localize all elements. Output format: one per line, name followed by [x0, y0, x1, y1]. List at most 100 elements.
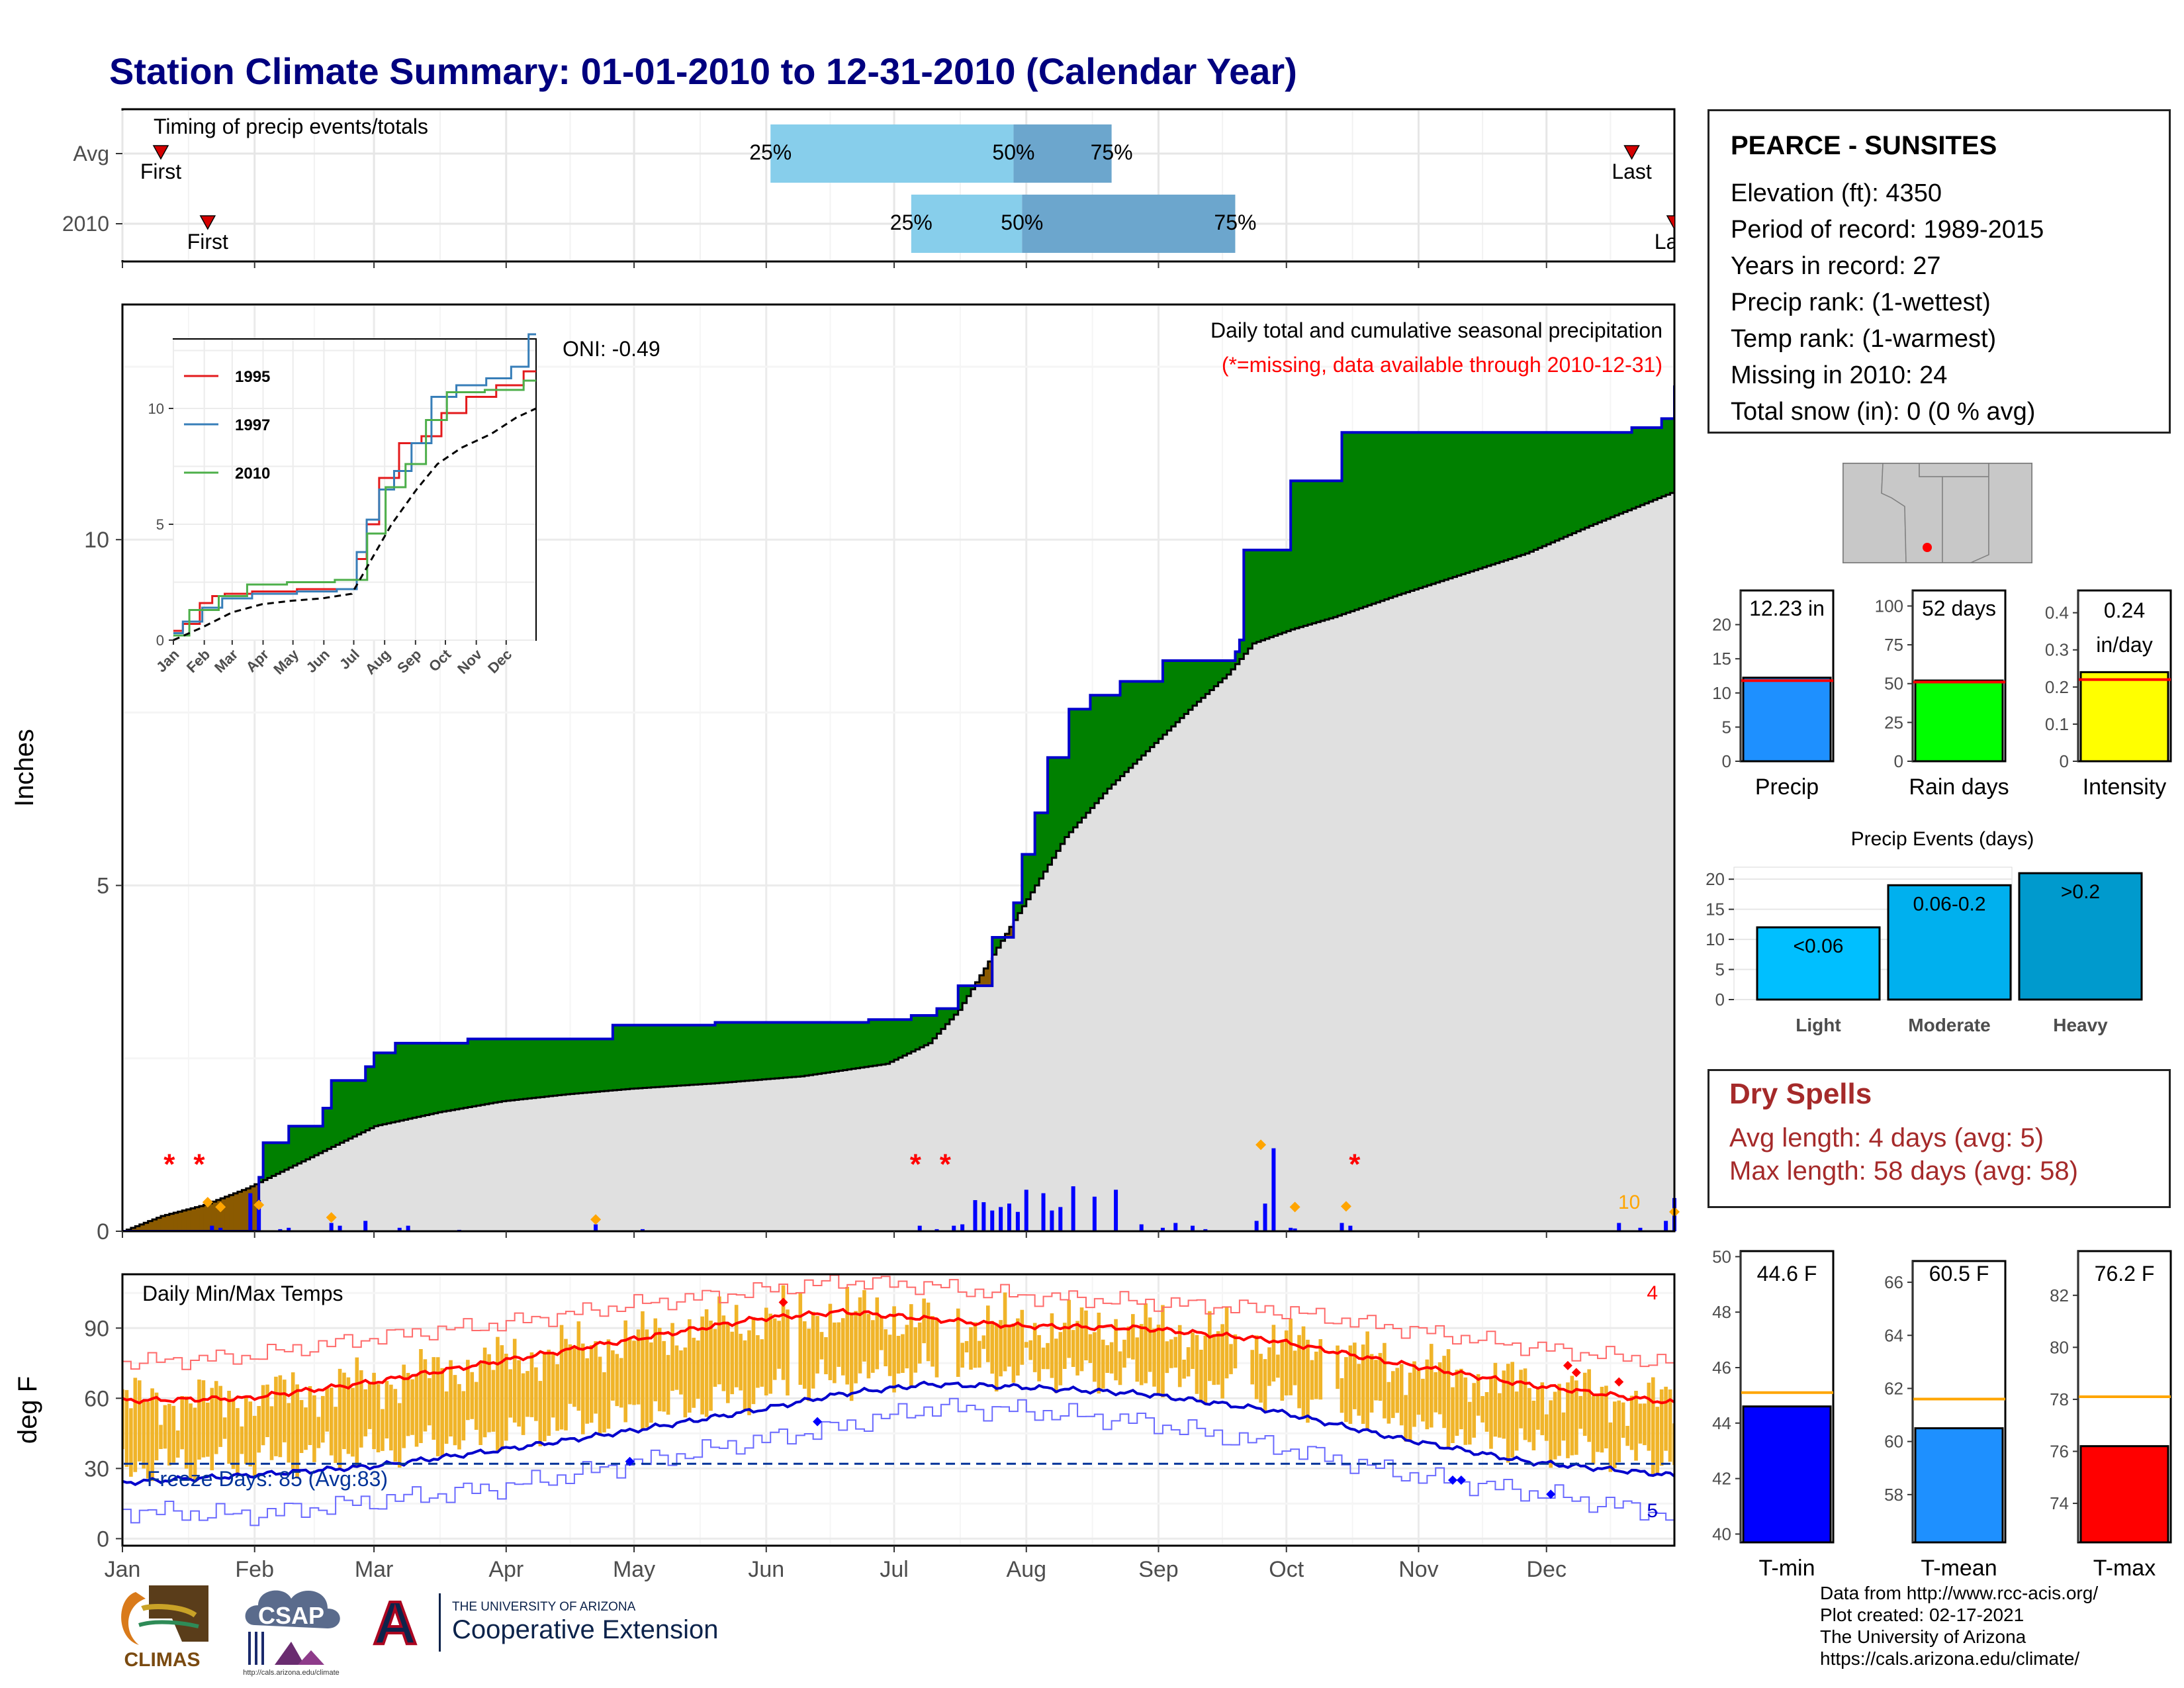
timing-row-label: 2010	[62, 212, 109, 236]
temp-y-label: deg F	[13, 1376, 42, 1444]
temp-chart-title: Daily Min/Max Temps	[142, 1282, 343, 1305]
precip-daily-bar	[594, 1224, 598, 1231]
precip-average-line	[122, 491, 1674, 1231]
precip-extreme-marker	[1255, 1139, 1267, 1150]
timing-x-ticks: Avg 2010	[62, 142, 1547, 268]
timing-content: 25% 50% 75% First Last 25% 50% 75% First Last	[140, 124, 1674, 254]
temp-y-tick-label: 30	[84, 1456, 109, 1481]
precip-events-title: Precip Events (days)	[1851, 828, 2034, 850]
temp-record-low-marker	[1448, 1476, 1457, 1485]
credit-url: https://cals.arizona.edu/climate/	[1820, 1648, 2080, 1669]
summary-bar-category-label: Intensity	[2083, 774, 2167, 800]
temp-panel: 0 30 60 90 Jan Feb Mar Apr May Jun Jul Aug Sep Oct No…	[13, 1273, 1676, 1582]
timing-p75-label: 75%	[1214, 211, 1256, 234]
precip-y-tick-label: 0	[97, 1219, 109, 1244]
inset-average-line	[173, 407, 537, 641]
summary-bar-category-label: T-min	[1759, 1556, 1815, 1581]
precip-daily-bar	[999, 1207, 1003, 1231]
temp-x-tick-label: Jan	[105, 1557, 141, 1582]
precip-missing-marker: *	[163, 1149, 175, 1181]
precip-daily-bar	[210, 1225, 214, 1231]
summary-bar-y-tick-label: 0	[1894, 751, 1903, 771]
precip-daily-bar	[1092, 1196, 1097, 1231]
timing-bar-lower-half	[911, 195, 1023, 253]
timing-grid	[121, 111, 1673, 260]
precip-y-label: Inches	[10, 729, 39, 807]
precip-daily-bar	[406, 1225, 410, 1231]
precip-daily-bar	[1348, 1225, 1353, 1231]
temp-y-axis: 0 30 60 90	[84, 1316, 122, 1552]
extreme-count-label: 10	[1618, 1192, 1640, 1213]
timing-last-marker	[1623, 145, 1640, 160]
temp-y-tick-label: 60	[84, 1386, 109, 1411]
precip-daily-bar	[1289, 1227, 1293, 1231]
credit-plot-date: Plot created: 02-17-2021	[1820, 1605, 2025, 1625]
precip-daily-bar	[257, 1199, 261, 1231]
summary-bar-y-tick-label: 44	[1712, 1413, 1731, 1433]
summary-bar-y-tick-label: 46	[1712, 1358, 1731, 1378]
precip-extreme-marker	[202, 1197, 213, 1208]
events-bar-value-label: 0.06-0.2	[1913, 893, 1985, 915]
summary-bar-y-tick-label: 50	[1712, 1246, 1731, 1266]
summary-bar-category-label: Precip	[1755, 774, 1819, 800]
precip-events-chart: Precip Events (days) 0 5 10 15 20 <0.06 Light 0…	[1706, 828, 2143, 1035]
precip-daily-bar	[1191, 1225, 1195, 1231]
precip-daily-bar	[1160, 1227, 1165, 1231]
map-arizona	[1942, 476, 1989, 563]
precip-cumulative-2010-line	[122, 385, 1674, 1231]
inset-lines	[173, 333, 537, 641]
precip-y-tick-label: 10	[84, 528, 109, 553]
temp-record-low-marker	[625, 1456, 635, 1466]
summary-bar-y-tick-label: 0	[1722, 751, 1731, 771]
precip-daily-bar	[1293, 1228, 1297, 1231]
csap-logo-text: CSAP	[258, 1602, 324, 1629]
summary-bar-y-tick-label: 80	[2050, 1337, 2069, 1357]
events-y-tick-label: 0	[1715, 990, 1725, 1009]
summary-bar-y-tick-label: 20	[1712, 615, 1731, 635]
summary-bar-y-tick-label: 100	[1875, 596, 1903, 616]
summary-bar-y-tick-label: 64	[1884, 1325, 1903, 1345]
precip-missing-marker: *	[193, 1149, 205, 1181]
oni-label: ONI: -0.49	[563, 337, 660, 361]
temp-x-tick-label: Feb	[235, 1557, 274, 1582]
events-y-tick-label: 5	[1715, 960, 1725, 980]
precip-daily-bar	[287, 1227, 291, 1231]
timing-first-label: First	[140, 160, 181, 183]
temp-x-tick-label: Aug	[1007, 1557, 1047, 1582]
precip-daily-bar	[397, 1227, 402, 1231]
precip-daily-bar	[1638, 1227, 1643, 1231]
summary-bar	[1742, 1405, 1832, 1544]
station-period: Period of record: 1989-2015	[1731, 216, 2044, 244]
precip-daily-bar	[1007, 1203, 1011, 1231]
credit-data-source: Data from http://www.rcc-acis.org/	[1820, 1583, 2099, 1603]
temp-record-high-marker	[778, 1297, 788, 1307]
precip-y-axis: 0 5 10	[84, 528, 122, 1244]
timing-label: Timing of precip events/totals	[154, 115, 428, 138]
inset-series-2010-line	[173, 379, 536, 637]
summary-bar-y-tick-label: 40	[1712, 1524, 1731, 1544]
inset-legend: 1995 1997 2010	[184, 368, 270, 483]
timing-first-label: First	[187, 230, 228, 254]
precip-missing-marker: *	[940, 1149, 952, 1181]
summary-bar-value-label: 44.6 F	[1757, 1262, 1817, 1286]
summary-bar	[1742, 677, 1832, 763]
precip-frame	[121, 303, 1676, 1233]
events-bar	[2018, 872, 2143, 1001]
cold-count-label: 5	[1647, 1500, 1658, 1522]
summary-bar-y-tick-label: 0.1	[2045, 714, 2069, 734]
precip-daily-bar	[952, 1225, 956, 1231]
summary-bar-value-label: 60.5 F	[1929, 1262, 1989, 1286]
temp-average-max-line	[122, 1307, 1674, 1405]
precip-average-area	[122, 491, 1674, 1231]
summary-bar-y-tick-label: 60	[1884, 1432, 1903, 1452]
climas-logo: CLIMAS	[121, 1585, 208, 1671]
timing-bar-lower-half	[770, 124, 1014, 183]
timing-bar-upper-half	[1022, 195, 1236, 253]
station-years: Years in record: 27	[1731, 252, 1941, 280]
station-missing: Missing in 2010: 24	[1731, 361, 1948, 389]
precip-daily-bar	[1254, 1221, 1259, 1231]
temp-x-axis: Jan Feb Mar Apr May Jun Jul Aug Sep Oct Nov Dec	[105, 1546, 1567, 1582]
dry-spells-title: Dry Spells	[1729, 1078, 1872, 1110]
precip-fills	[122, 385, 1674, 1231]
